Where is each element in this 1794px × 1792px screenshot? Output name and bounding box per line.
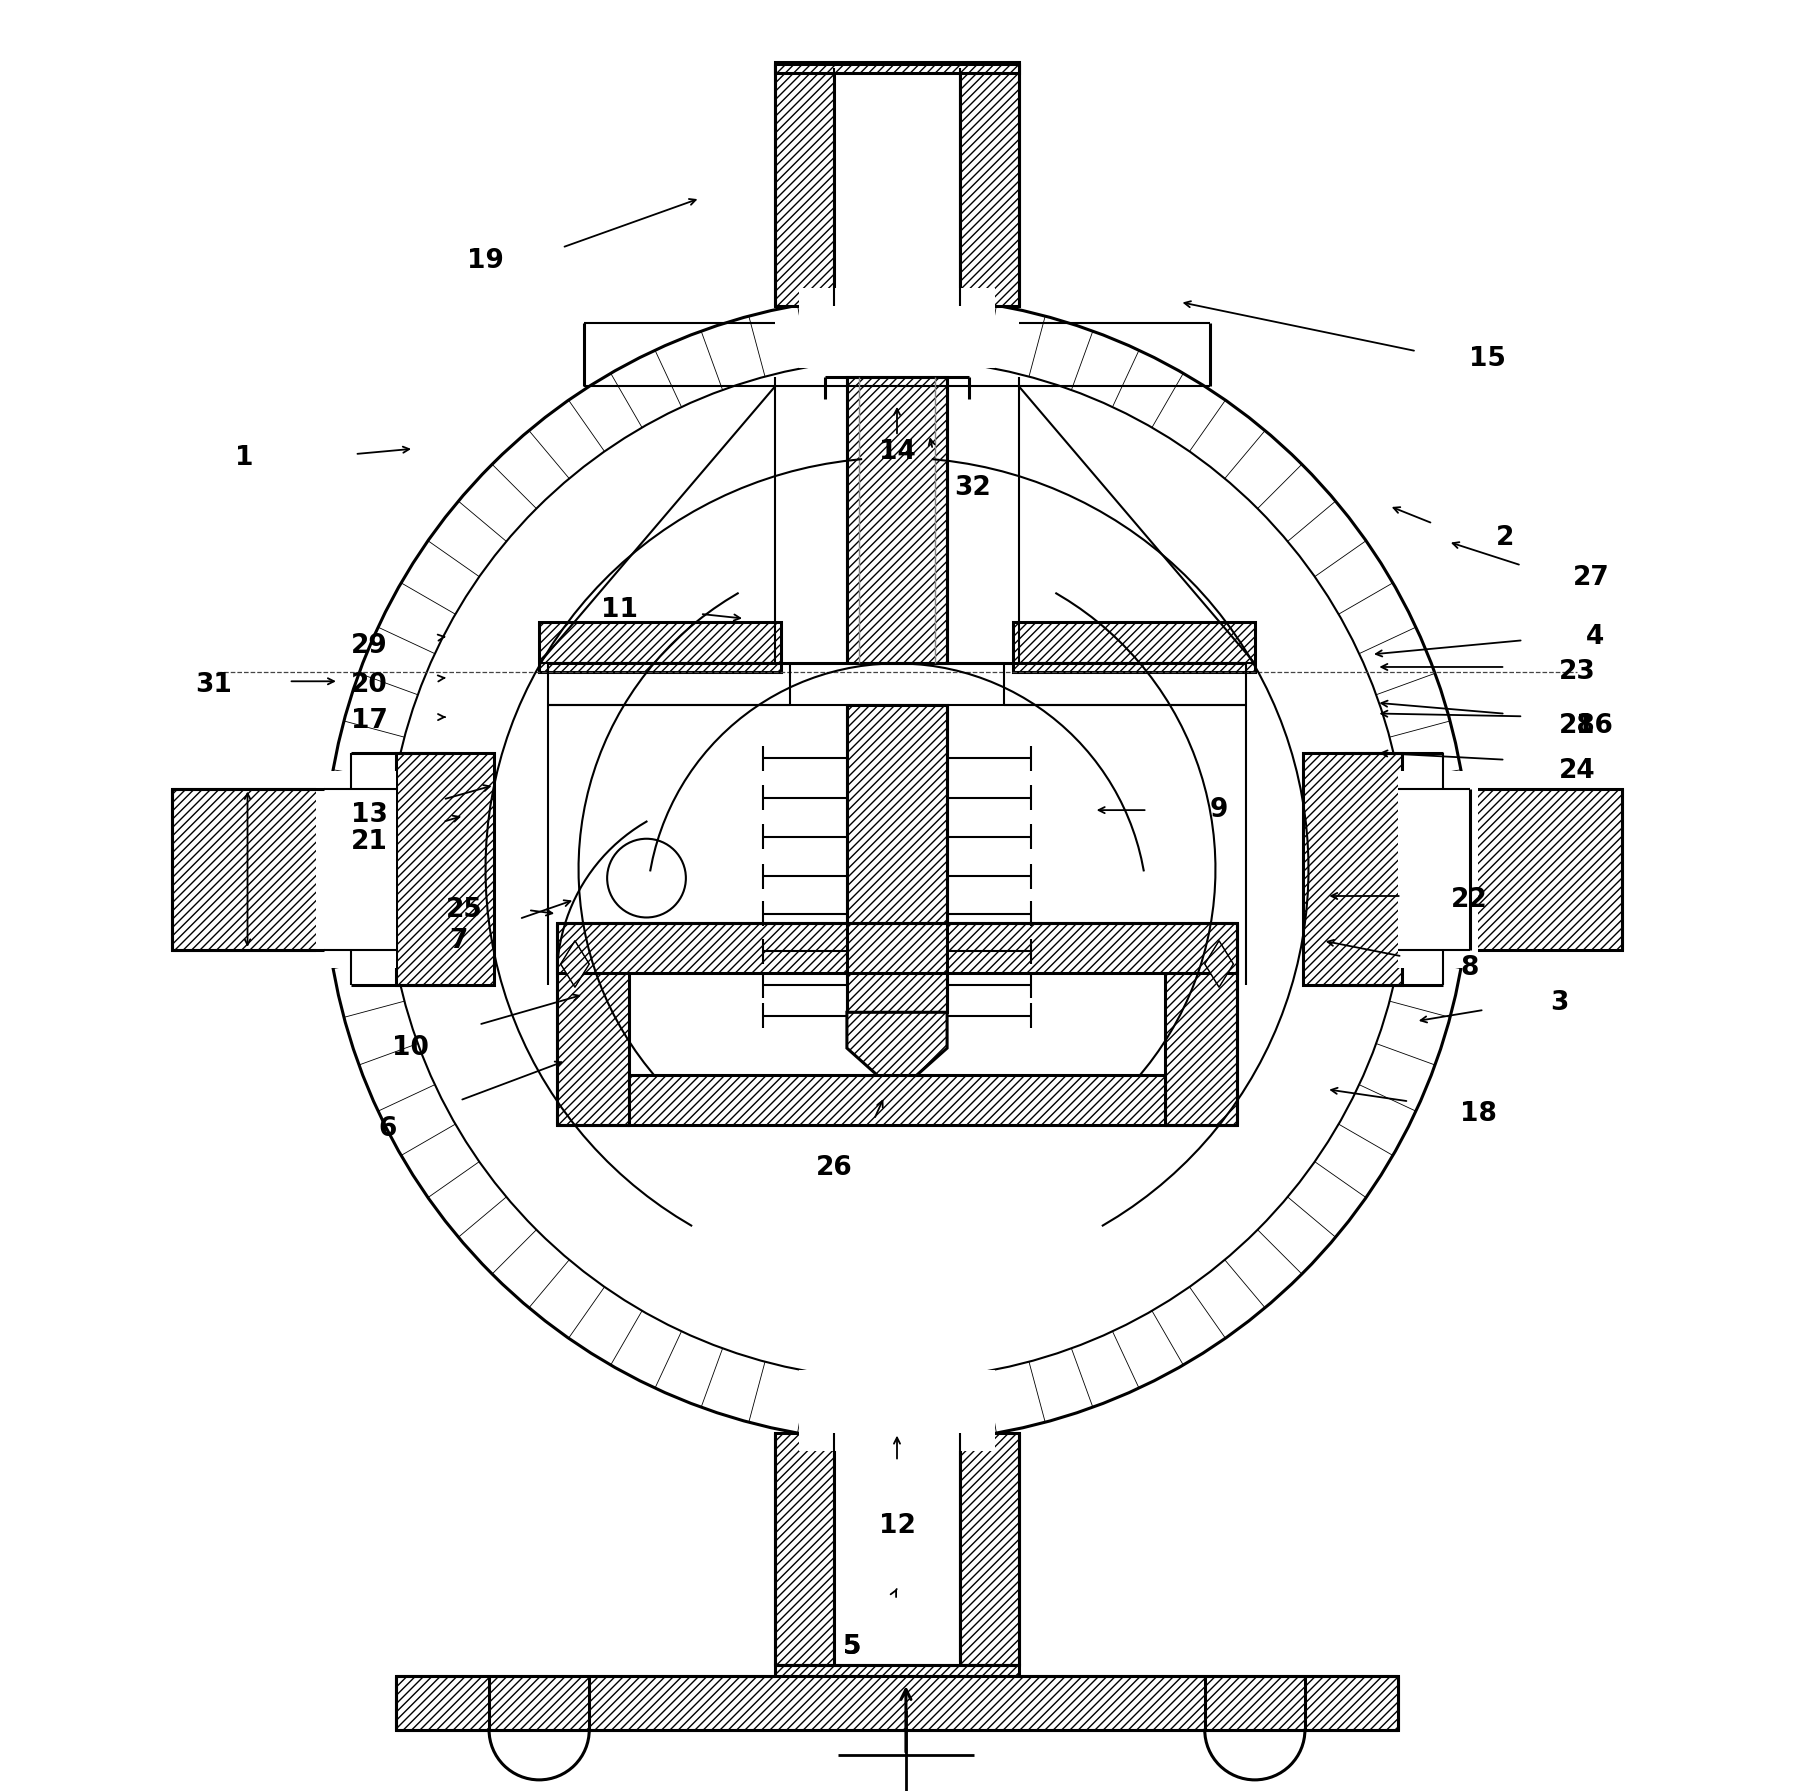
Polygon shape (558, 923, 1236, 973)
Text: 7: 7 (450, 928, 468, 953)
Text: 31: 31 (196, 672, 231, 697)
Polygon shape (1014, 622, 1254, 672)
Text: 8: 8 (1460, 955, 1478, 980)
Text: 18: 18 (1460, 1102, 1496, 1127)
Text: 32: 32 (954, 475, 990, 502)
Text: 1: 1 (235, 444, 253, 471)
Text: 23: 23 (1559, 659, 1595, 685)
Bar (798, 1371, 996, 1452)
Text: 16: 16 (1577, 713, 1613, 738)
Circle shape (606, 839, 685, 918)
Polygon shape (847, 1012, 947, 1093)
Text: 28: 28 (1559, 713, 1595, 738)
Text: 13: 13 (352, 803, 388, 828)
Text: 29: 29 (352, 633, 388, 658)
Polygon shape (1166, 955, 1236, 1125)
Polygon shape (540, 622, 780, 672)
Polygon shape (960, 65, 1019, 306)
Bar (316, 771, 396, 968)
Polygon shape (628, 1075, 1166, 1125)
Text: 10: 10 (391, 1036, 429, 1061)
Text: 3: 3 (1550, 991, 1568, 1016)
Polygon shape (1206, 941, 1232, 987)
Polygon shape (562, 941, 588, 987)
Bar (798, 289, 996, 367)
Polygon shape (1302, 753, 1401, 986)
Text: 21: 21 (352, 830, 388, 855)
Text: 5: 5 (843, 1634, 861, 1661)
Text: 5: 5 (843, 1634, 861, 1661)
Polygon shape (775, 63, 1019, 73)
Text: 12: 12 (879, 1512, 915, 1539)
Polygon shape (775, 1434, 834, 1665)
Polygon shape (775, 65, 834, 306)
Text: 6: 6 (379, 1116, 396, 1142)
Text: 2: 2 (1496, 525, 1514, 552)
Text: 11: 11 (601, 597, 639, 624)
Text: 9: 9 (1209, 797, 1229, 823)
Text: 17: 17 (352, 708, 388, 733)
Text: 24: 24 (1559, 758, 1595, 783)
Polygon shape (396, 1676, 1398, 1729)
Text: 26: 26 (816, 1156, 852, 1181)
Text: 25: 25 (445, 898, 483, 923)
Text: 4: 4 (1586, 624, 1604, 649)
Polygon shape (960, 1434, 1019, 1665)
Text: 14: 14 (879, 439, 915, 466)
Polygon shape (775, 1665, 1019, 1676)
Text: 20: 20 (352, 672, 388, 697)
Text: 15: 15 (1469, 346, 1505, 373)
Text: 19: 19 (466, 247, 504, 274)
Bar (1398, 771, 1478, 968)
Text: 27: 27 (1573, 564, 1609, 591)
Polygon shape (172, 788, 325, 950)
Polygon shape (847, 704, 947, 1012)
Polygon shape (558, 955, 628, 1125)
Polygon shape (396, 753, 495, 986)
Polygon shape (847, 376, 947, 663)
Text: 22: 22 (1451, 887, 1487, 912)
Polygon shape (1469, 788, 1622, 950)
